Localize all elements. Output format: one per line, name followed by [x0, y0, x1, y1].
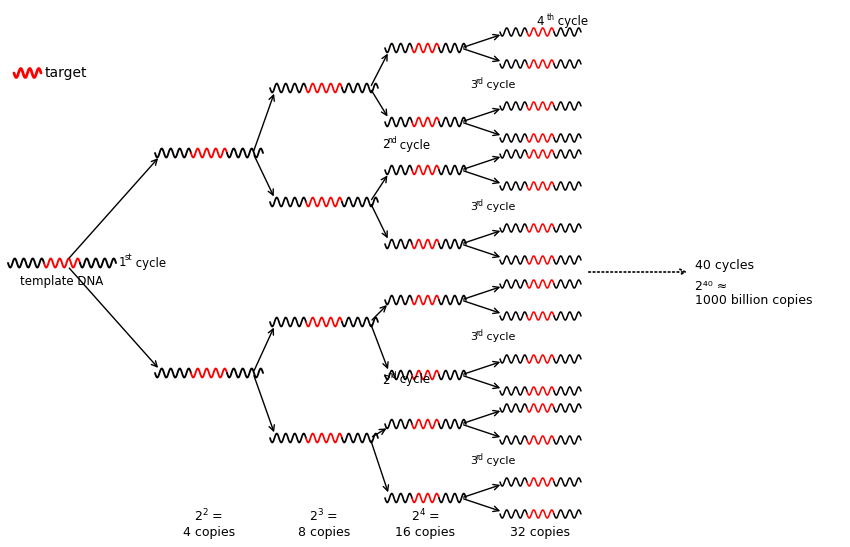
Text: nd: nd	[388, 136, 397, 145]
Text: cycle: cycle	[483, 202, 515, 212]
Text: 3: 3	[470, 333, 477, 342]
Text: cycle: cycle	[483, 456, 515, 466]
Text: nd: nd	[388, 371, 397, 380]
Text: cycle: cycle	[483, 80, 515, 90]
Text: $2^3$ =
8 copies: $2^3$ = 8 copies	[298, 508, 350, 539]
Text: rd: rd	[475, 199, 483, 207]
Text: template DNA: template DNA	[20, 275, 104, 288]
Text: 3: 3	[470, 80, 477, 90]
Text: cycle: cycle	[396, 138, 430, 152]
Text: cycle: cycle	[132, 257, 166, 270]
Text: 2⁴⁰ ≈: 2⁴⁰ ≈	[695, 280, 728, 293]
Text: 32 copies: 32 copies	[511, 526, 570, 539]
Text: 3: 3	[470, 456, 477, 466]
Text: st: st	[125, 253, 133, 263]
Text: rd: rd	[475, 77, 483, 85]
Text: target: target	[45, 66, 88, 80]
Text: 2: 2	[382, 138, 389, 152]
Text: 1000 billion copies: 1000 billion copies	[695, 294, 813, 307]
Text: rd: rd	[475, 329, 483, 338]
Text: rd: rd	[475, 452, 483, 462]
Text: 4: 4	[536, 15, 544, 28]
Text: 2: 2	[382, 374, 389, 387]
Text: 40 cycles: 40 cycles	[695, 259, 754, 272]
Text: $2^4$ =
16 copies: $2^4$ = 16 copies	[395, 508, 456, 539]
Text: th: th	[547, 13, 554, 22]
Text: $2^2$ =
4 copies: $2^2$ = 4 copies	[183, 508, 235, 539]
Text: 3: 3	[470, 202, 477, 212]
Text: 1: 1	[119, 257, 127, 270]
Text: cycle: cycle	[396, 374, 430, 387]
Text: cycle: cycle	[483, 333, 515, 342]
Text: cycle: cycle	[554, 15, 588, 28]
